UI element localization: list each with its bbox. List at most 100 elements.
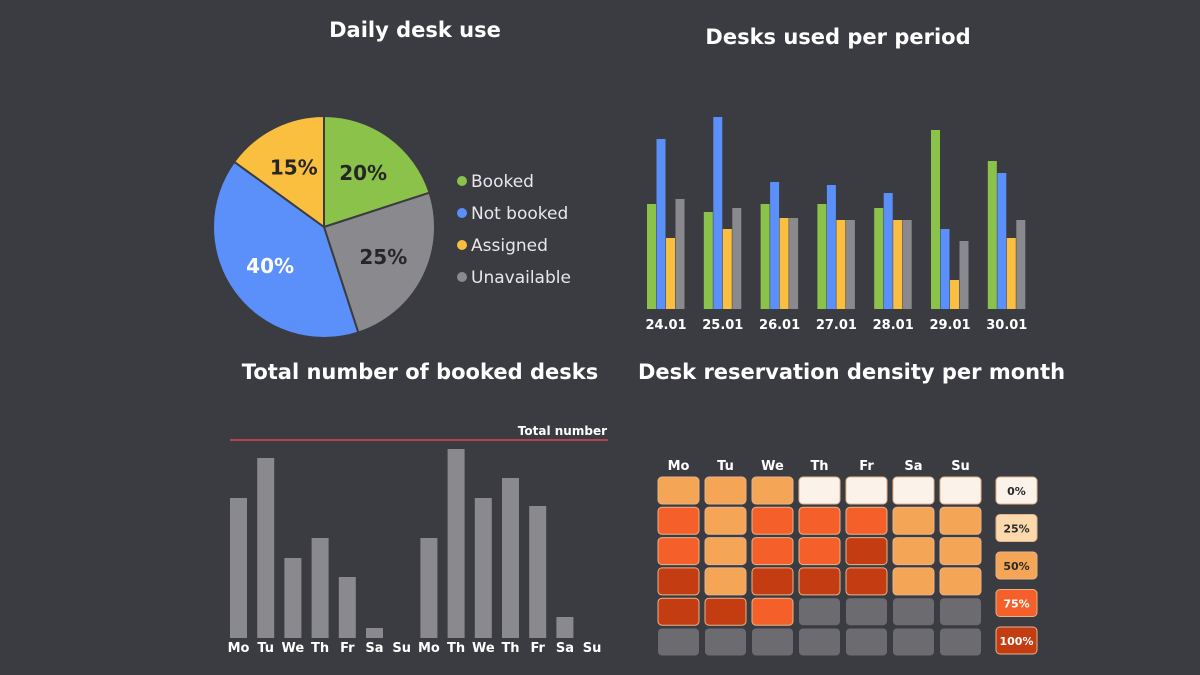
heatmap-cell [798,537,841,566]
total-bar [502,478,519,638]
period-bar [675,199,685,309]
period-tick-label: 29.01 [929,318,970,333]
total-bar [474,498,492,638]
heatmap-cell [657,537,700,566]
heatmap-cell [845,476,888,505]
period-bar [902,220,912,309]
pie-chart-title: Daily desk use [329,18,501,42]
scale-swatch [995,626,1038,655]
heatmap-cell [799,628,840,656]
total-tick-label: Su [583,641,602,656]
period-bar [770,182,780,309]
heatmap-cell [892,506,935,535]
total-bar [284,558,302,638]
total-tick-label: Fr [340,641,355,656]
heatmap-cell [846,598,887,626]
pie-slice-label: 25% [359,245,407,269]
legend-swatch [457,176,467,186]
total-tick-label: We [282,641,305,656]
period-bar [950,280,959,309]
heatmap-cell [657,597,700,626]
heatmap-cell [892,537,935,566]
period-bar [893,220,903,309]
legend-entry: Not booked [471,204,568,224]
total-bar [338,577,356,638]
scale-label: 75% [1003,598,1029,611]
scale-swatch [995,551,1038,580]
period-bar [779,218,789,309]
pie-slice-label: 40% [246,254,294,278]
total-bar [529,506,547,638]
total-tick-label: Fr [530,641,545,656]
total-tick-label: Th [311,641,329,656]
scale-label: 50% [1003,560,1029,573]
period-bar [789,218,799,309]
heatmap-column-label: We [761,459,784,474]
total-bar [556,617,574,638]
heatmap-cell [704,476,747,505]
legend-entry: Unavailable [471,268,571,288]
total-bar [257,458,275,638]
heatmap-column-label: Tu [717,459,734,474]
period-tick-label: 27.01 [816,318,857,333]
total-chart-title: Total number of booked desks [241,360,599,384]
legend-swatch [457,208,467,218]
total-tick-label: Mo [418,641,440,656]
scale-swatch [995,589,1038,617]
heatmap-cell [939,476,982,505]
heatmap-cell [751,567,794,596]
heatmap-cell [845,567,888,596]
legend-swatch [457,272,467,282]
heatmap-column-label: Su [951,459,970,474]
legend-entry: Booked [471,172,534,192]
total-tick-label: Th [447,641,465,656]
heatmap-cell [751,597,794,626]
heatmap-cell [657,476,700,505]
heatmap-column-label: Mo [668,459,690,474]
heatmap-column-label: Fr [859,459,874,474]
period-bar [1006,238,1016,309]
pie-slice-booked [323,114,431,229]
period-bar [666,238,675,309]
heatmap-cell [846,628,887,656]
heatmap-cell [751,476,794,505]
pie-slice-assigned [232,114,325,229]
period-bar [836,220,846,309]
heatmap-cell [892,567,935,596]
heatmap-column-label: Th [810,459,828,474]
period-bar [883,193,893,309]
period-bar [722,229,732,309]
period-bar [959,241,969,309]
heatmap-cell [939,537,982,566]
period-tick-label: 25.01 [702,318,743,333]
heatmap-cell [658,628,699,656]
heatmap-cell [705,628,746,656]
heatmap-cell [752,628,793,656]
total-tick-label: Su [392,641,411,656]
heatmap-cell [704,597,747,626]
period-bar [732,208,742,309]
scale-label: 0% [1007,485,1026,498]
legend-entry: Assigned [471,236,548,256]
total-tick-label: Tu [257,641,274,656]
heatmap-cell [704,567,747,596]
density-chart-title: Desk reservation density per month [638,360,1066,384]
total-bar [230,498,247,638]
scale-swatch [995,476,1038,505]
heatmap-cell [751,537,794,566]
pie-slice-not-booked [212,160,360,339]
heatmap-cell [798,567,841,596]
heatmap-cell [704,537,747,566]
period-tick-label: 28.01 [873,318,914,333]
period-bar [656,139,666,309]
total-tick-label: Sa [556,641,574,656]
heatmap-cell [798,476,841,505]
heatmap-column-label: Sa [904,459,922,474]
period-tick-label: 26.01 [759,318,800,333]
heatmap-cell [893,628,934,656]
total-bar [447,449,465,638]
period-bar [987,161,997,309]
heatmap-cell [845,537,888,566]
total-reference-label: Total number [518,424,607,438]
